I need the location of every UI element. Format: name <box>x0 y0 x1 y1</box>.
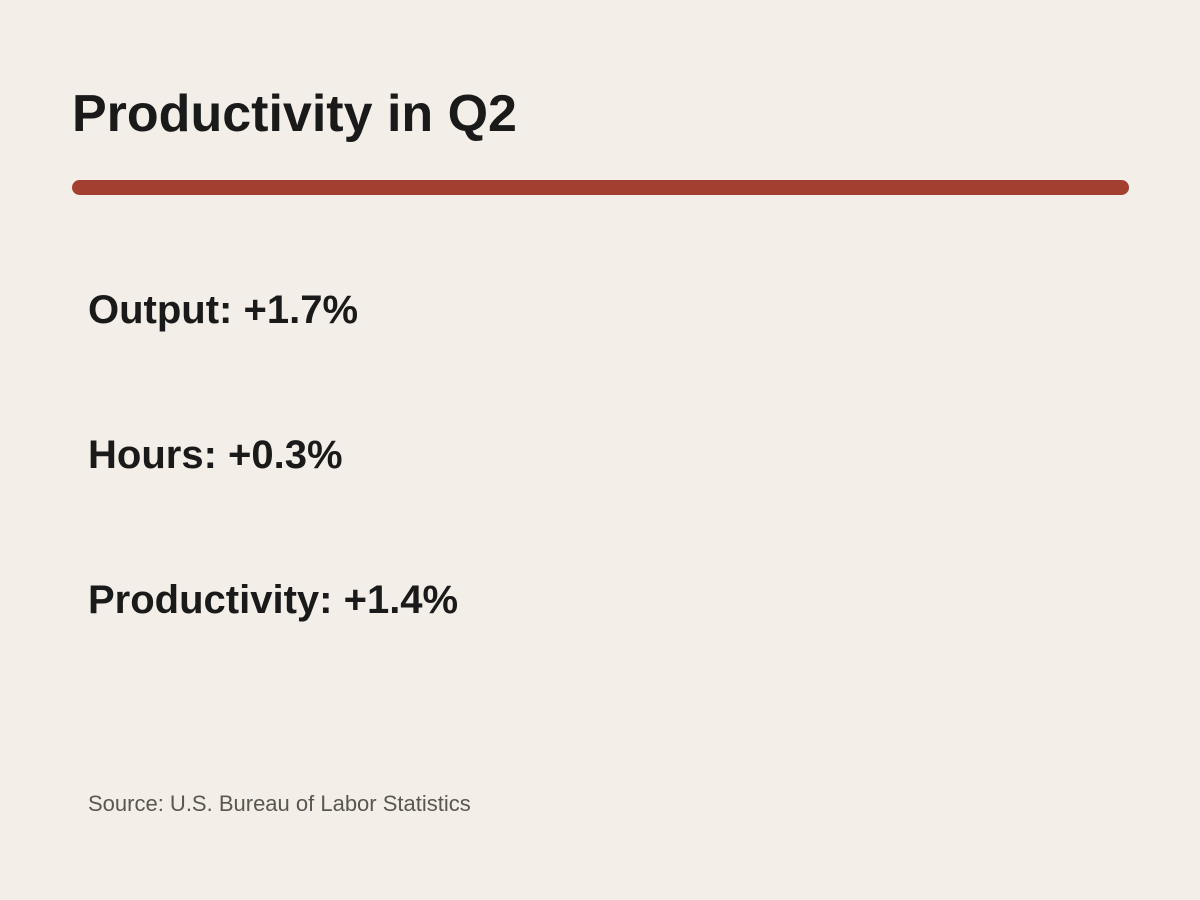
stat-output: Output: +1.7% <box>88 288 359 332</box>
stat-productivity: Productivity: +1.4% <box>88 578 459 622</box>
stats-list: Output: +1.7% Hours: +0.3% Productivity:… <box>88 0 1088 900</box>
stat-hours: Hours: +0.3% <box>88 433 343 477</box>
title-underline-rule <box>72 180 1129 195</box>
source-note: Source: U.S. Bureau of Labor Statistics <box>88 791 471 816</box>
slide-title: Productivity in Q2 <box>72 85 517 143</box>
